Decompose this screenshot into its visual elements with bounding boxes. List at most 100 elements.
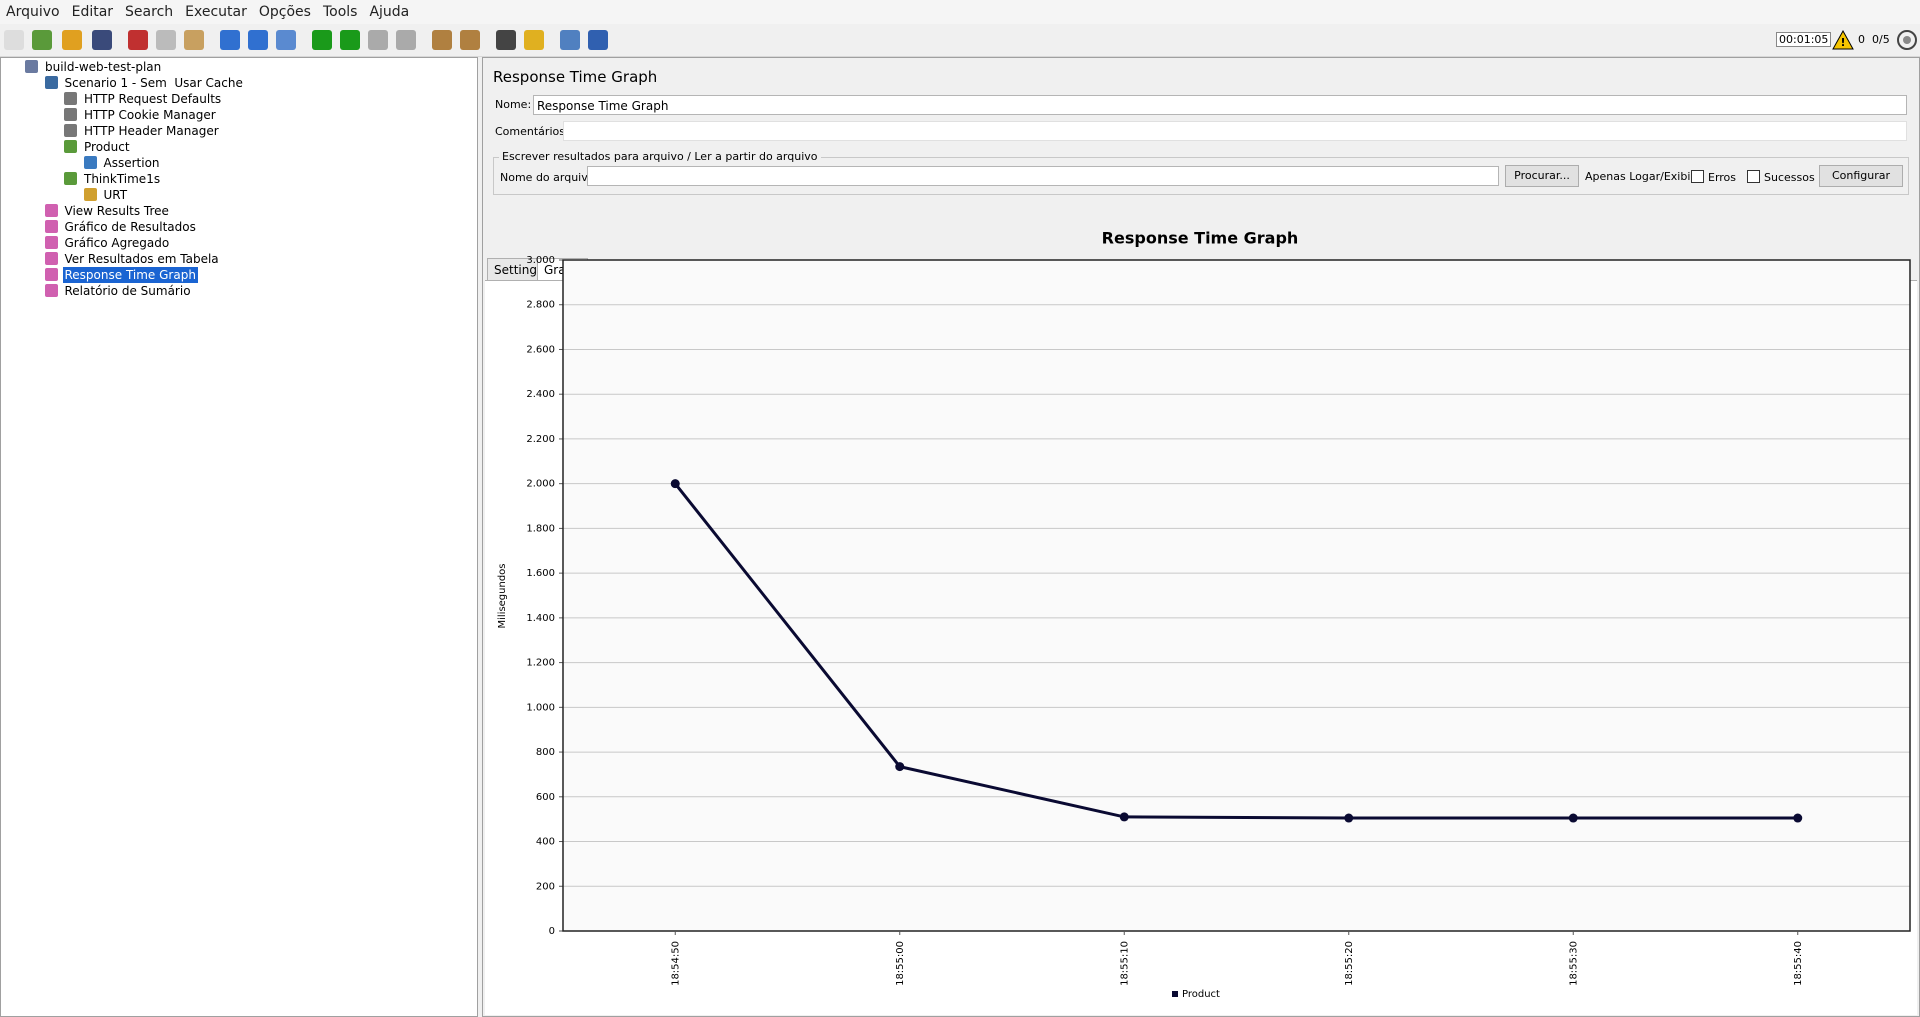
tree-icon bbox=[44, 76, 58, 89]
name-input[interactable]: Response Time Graph bbox=[533, 95, 1907, 115]
toolbar-button[interactable] bbox=[432, 30, 452, 50]
toolbar-button[interactable] bbox=[128, 30, 148, 50]
browse-button[interactable]: Procurar... bbox=[1505, 165, 1579, 187]
toolbar-button[interactable] bbox=[312, 30, 332, 50]
tree-icon bbox=[64, 92, 77, 105]
tree-node[interactable]: Scenario 1 - Sem Usar Cache bbox=[64, 76, 243, 90]
tree-node[interactable]: ThinkTime1s bbox=[84, 172, 161, 186]
comments-input[interactable] bbox=[563, 121, 1907, 141]
tree-node[interactable]: Gráfico Agregado bbox=[64, 236, 170, 250]
data-point bbox=[895, 762, 905, 772]
y-axis-label: Milisegundos bbox=[497, 563, 508, 628]
toolbar-button[interactable] bbox=[276, 30, 296, 50]
tree-icon bbox=[64, 108, 77, 121]
tree-icon bbox=[25, 60, 38, 73]
errors-label: Erros bbox=[1708, 171, 1737, 184]
data-point bbox=[1793, 813, 1803, 823]
tree-node[interactable]: Gráfico de Resultados bbox=[64, 220, 196, 234]
y-tick-label: 3.000 bbox=[526, 255, 555, 266]
toolbar-button[interactable] bbox=[496, 30, 516, 50]
toolbar-button[interactable] bbox=[184, 30, 204, 50]
tree-node[interactable]: Assertion bbox=[103, 156, 160, 170]
y-tick-label: 1.600 bbox=[526, 568, 555, 579]
toolbar-button[interactable] bbox=[396, 30, 416, 50]
thread-count: 0/5 bbox=[1872, 33, 1890, 46]
tree-node[interactable]: Ver Resultados em Tabela bbox=[64, 252, 219, 266]
toolbar-button[interactable] bbox=[368, 30, 388, 50]
x-tick-label: 18:55:30 bbox=[1568, 941, 1579, 986]
svg-text:!: ! bbox=[1840, 36, 1845, 49]
toolbar-button[interactable] bbox=[4, 30, 24, 50]
tree-node[interactable]: Response Time Graph bbox=[62, 267, 198, 283]
tree-icon bbox=[64, 140, 77, 153]
menu-item[interactable]: Search bbox=[125, 4, 174, 20]
menu-item[interactable]: Arquivo bbox=[6, 4, 60, 20]
series-line bbox=[674, 482, 1798, 820]
tree-icon bbox=[64, 172, 77, 185]
tree-icon bbox=[44, 204, 58, 217]
toolbar-button[interactable] bbox=[248, 30, 268, 50]
warning-count: 0 bbox=[1858, 33, 1865, 46]
y-tick-label: 1.200 bbox=[526, 658, 555, 669]
menu-item[interactable]: Executar bbox=[185, 4, 247, 20]
success-checkbox[interactable]: Sucessos bbox=[1747, 170, 1815, 184]
y-tick-label: 2.600 bbox=[526, 344, 555, 355]
file-input[interactable] bbox=[587, 166, 1499, 186]
tree-icon bbox=[83, 188, 97, 201]
toolbar-button[interactable] bbox=[460, 30, 480, 50]
file-label: Nome do arquivo bbox=[500, 171, 595, 184]
toolbar-button[interactable] bbox=[92, 30, 112, 50]
tree-node[interactable]: HTTP Header Manager bbox=[84, 124, 219, 138]
toolbar-button[interactable] bbox=[220, 30, 240, 50]
menu-item[interactable]: Tools bbox=[322, 4, 358, 20]
toolbar: 00:01:05 ! 0 0/5 bbox=[0, 24, 1920, 57]
x-tick-label: 18:54:50 bbox=[670, 941, 681, 986]
status-icon[interactable] bbox=[1896, 29, 1918, 51]
tree-node[interactable]: HTTP Request Defaults bbox=[84, 92, 222, 106]
tree-icon bbox=[64, 124, 77, 137]
tree-node[interactable]: HTTP Cookie Manager bbox=[84, 108, 216, 122]
tree-node[interactable]: Product bbox=[84, 140, 130, 154]
toolbar-button[interactable] bbox=[588, 30, 608, 50]
toolbar-button[interactable] bbox=[560, 30, 580, 50]
chart: Response Time Graph Milisegundos 0 200 400… bbox=[497, 229, 1911, 1000]
file-legend: Escrever resultados para arquivo / Ler a… bbox=[499, 150, 821, 163]
toolbar-button[interactable] bbox=[340, 30, 360, 50]
configure-button[interactable]: Configurar bbox=[1819, 165, 1903, 187]
menu-item[interactable]: Editar bbox=[71, 4, 114, 20]
x-tick-label: 18:55:00 bbox=[895, 941, 906, 986]
y-tick-label: 0 bbox=[549, 926, 555, 937]
menu-bar: Arquivo Editar Search Executar Opções Tools Aj… bbox=[0, 0, 1920, 24]
y-tick-label: 200 bbox=[536, 881, 555, 892]
menu-item[interactable]: Opções bbox=[258, 4, 311, 20]
tree-node[interactable]: build-web-test-plan bbox=[45, 60, 162, 74]
name-label: Nome: bbox=[495, 98, 532, 111]
data-point bbox=[670, 479, 680, 489]
tree-node[interactable]: View Results Tree bbox=[64, 204, 169, 218]
toolbar-button[interactable] bbox=[62, 30, 82, 50]
tree-icon bbox=[44, 236, 58, 249]
log-label: Apenas Logar/Exibir bbox=[1585, 170, 1695, 183]
tree-node[interactable]: Relatório de Sumário bbox=[64, 284, 191, 298]
menu-item[interactable]: Ajuda bbox=[369, 4, 410, 20]
data-point bbox=[1344, 813, 1354, 823]
plot-border bbox=[562, 259, 1911, 932]
toolbar-button[interactable] bbox=[156, 30, 176, 50]
tree-icon bbox=[44, 220, 58, 233]
toolbar-button[interactable] bbox=[32, 30, 52, 50]
tree-icon bbox=[83, 156, 97, 169]
tree-node[interactable]: URT bbox=[103, 188, 128, 202]
x-tick-label: 18:55:10 bbox=[1119, 941, 1130, 986]
legend-label: Product bbox=[1182, 989, 1220, 1000]
warning-icon: ! bbox=[1832, 30, 1854, 50]
legend-swatch bbox=[1172, 991, 1178, 997]
chart-title: Response Time Graph bbox=[1102, 229, 1299, 248]
tab[interactable]: Settings bbox=[487, 258, 551, 281]
y-tick-label: 1.800 bbox=[526, 523, 555, 534]
comments-label: Comentários: bbox=[495, 125, 569, 138]
data-point bbox=[1119, 812, 1129, 822]
errors-checkbox[interactable]: Erros bbox=[1691, 170, 1736, 184]
toolbar-button[interactable] bbox=[524, 30, 544, 50]
x-tick-label: 18:55:40 bbox=[1793, 941, 1804, 986]
